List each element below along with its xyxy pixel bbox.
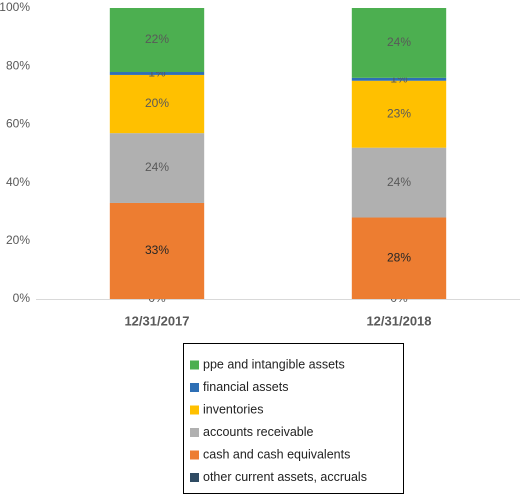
bar-segment xyxy=(351,80,447,148)
data-label: 28% xyxy=(387,250,411,264)
y-tick-label: 100% xyxy=(0,0,30,14)
y-tick-label: 80% xyxy=(6,58,30,72)
bar-segment xyxy=(109,133,205,203)
data-label: 24% xyxy=(145,160,169,174)
legend-label: accounts receivable xyxy=(203,425,314,439)
legend-label: other current assets, accruals xyxy=(203,470,367,484)
x-tick-label: 12/31/2017 xyxy=(124,313,189,328)
bar-segment xyxy=(109,202,205,299)
data-label: 24% xyxy=(387,175,411,189)
data-label: 20% xyxy=(145,96,169,110)
legend-swatch xyxy=(190,405,199,415)
legend-swatch xyxy=(190,450,199,460)
legend-label: ppe and intangible assets xyxy=(203,357,345,371)
legend-swatch xyxy=(190,473,199,482)
y-tick-label: 0% xyxy=(13,291,31,305)
data-label: 23% xyxy=(387,106,411,120)
bar-segment xyxy=(109,72,205,75)
legend-label: inventories xyxy=(203,402,263,416)
x-tick-label: 12/31/2018 xyxy=(366,313,431,328)
legend-swatch xyxy=(190,428,199,437)
data-label: 24% xyxy=(387,35,411,49)
bar-segment xyxy=(351,77,447,81)
bar-segment xyxy=(351,217,447,299)
legend-label: cash and cash equivalents xyxy=(203,447,350,461)
y-tick-label: 20% xyxy=(6,233,30,247)
legend-swatch xyxy=(190,360,199,370)
legend-label: financial assets xyxy=(203,380,288,394)
legend-swatch xyxy=(190,383,199,392)
y-tick-label: 60% xyxy=(6,117,30,131)
data-label: 33% xyxy=(145,243,169,257)
legend-box xyxy=(183,343,404,494)
bar-segment xyxy=(351,8,447,78)
bar-segment xyxy=(109,8,205,73)
bar-segment xyxy=(351,147,447,218)
data-label: 22% xyxy=(145,32,169,46)
bar-segment xyxy=(109,74,205,134)
y-tick-label: 40% xyxy=(6,175,30,189)
